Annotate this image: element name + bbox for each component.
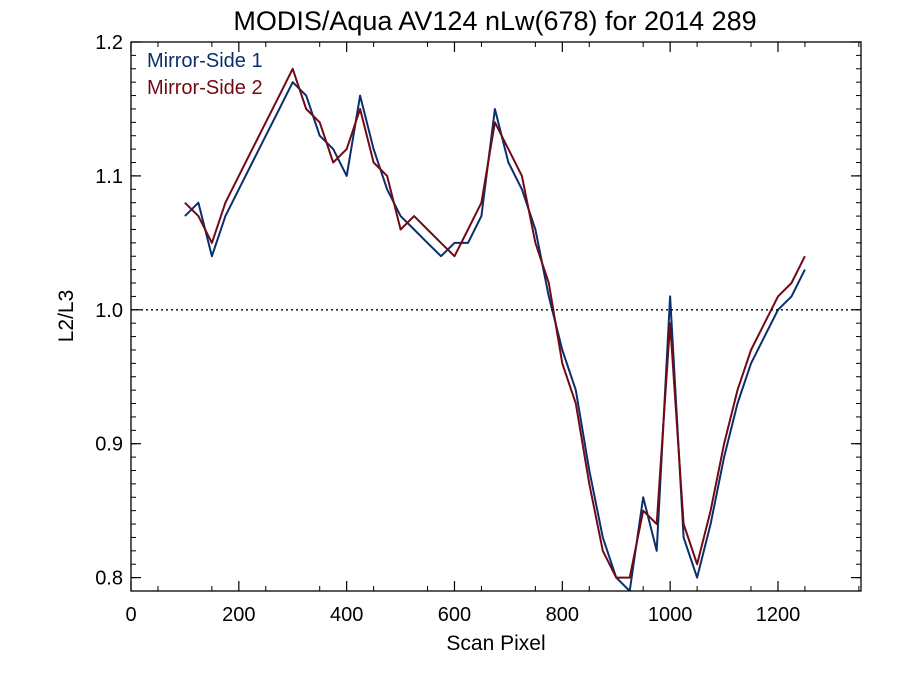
y-tick-label: 0.9 [95, 434, 123, 456]
x-tick-label: 800 [546, 604, 579, 626]
x-tick-label: 400 [330, 604, 363, 626]
chart-title: MODIS/Aqua AV124 nLw(678) for 2014 289 [233, 6, 756, 36]
legend-label-mirror-side-2: Mirror-Side 2 [147, 77, 263, 99]
plot-frame [130, 41, 862, 592]
y-axis-label: L2/L3 [55, 290, 78, 343]
x-axis-label: Scan Pixel [446, 632, 545, 655]
legend: Mirror-Side 1 Mirror-Side 2 [147, 50, 263, 99]
x-tick-label: 1200 [756, 604, 801, 626]
legend-label-mirror-side-1: Mirror-Side 1 [147, 50, 263, 72]
y-tick-label: 1.1 [95, 166, 123, 188]
x-tick-label: 1000 [648, 604, 693, 626]
y-tick-label: 1.2 [95, 32, 123, 54]
series-layer [184, 67, 806, 591]
series-line-mirror-side-1 [184, 81, 806, 591]
y-tick-label: 0.8 [95, 568, 123, 590]
y-tick-label: 1.0 [95, 300, 123, 322]
x-tick-label: 0 [125, 604, 136, 626]
tick-layer: 0 200 400 600 800 1000 1200 0.8 0.9 1.0 1.1 1.2 [95, 32, 861, 626]
x-tick-label: 600 [438, 604, 471, 626]
x-tick-label: 200 [222, 604, 255, 626]
series-line-mirror-side-2 [184, 67, 806, 579]
